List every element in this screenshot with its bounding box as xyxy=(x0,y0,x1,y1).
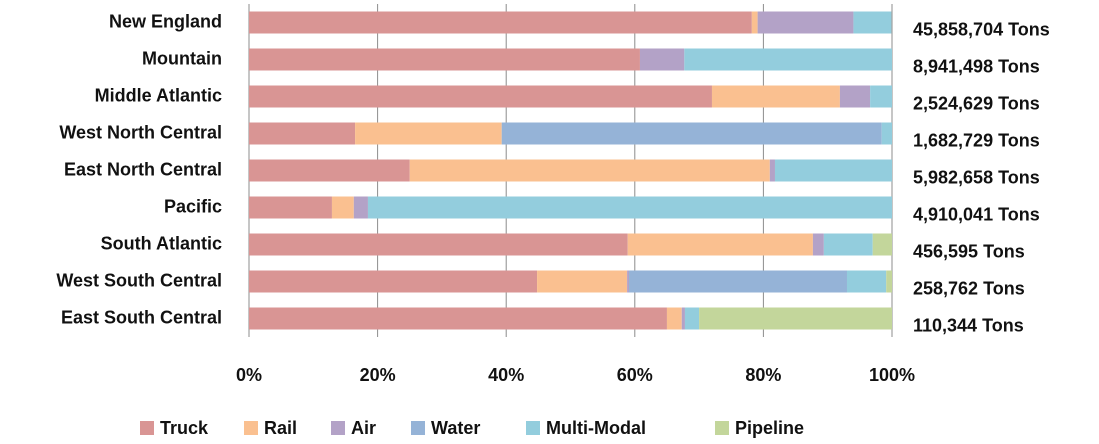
y-tick-label: Middle Atlantic xyxy=(95,85,222,105)
total-label: 4,910,041 Tons xyxy=(913,204,1040,224)
bar-segment xyxy=(627,270,630,293)
legend-swatch xyxy=(715,421,729,435)
y-tick-label: Mountain xyxy=(142,48,222,68)
bar-segment xyxy=(870,85,892,108)
bar-segment xyxy=(681,307,685,330)
bar-segment xyxy=(684,48,892,71)
bar-segment xyxy=(846,270,887,293)
bar-segment xyxy=(853,11,892,34)
legend-label: Air xyxy=(351,418,376,438)
bar-segment xyxy=(249,11,752,34)
y-tick-label: New England xyxy=(109,11,222,31)
bar-segment xyxy=(627,233,813,256)
x-tick-label: 80% xyxy=(745,365,781,385)
legend-swatch xyxy=(526,421,540,435)
legend-label: Pipeline xyxy=(735,418,804,438)
x-tick-label: 100% xyxy=(869,365,915,385)
bar-segment xyxy=(881,122,892,145)
x-tick-label: 40% xyxy=(488,365,524,385)
legend-swatch xyxy=(331,421,345,435)
bar-segment xyxy=(757,11,854,34)
y-tick-label: East North Central xyxy=(64,159,222,179)
legend-label: Truck xyxy=(160,418,209,438)
bar-segment xyxy=(666,307,682,330)
bar-segment xyxy=(774,159,892,182)
bar-segment xyxy=(684,307,700,330)
total-label: 45,858,704 Tons xyxy=(913,19,1050,39)
bar-segment xyxy=(839,85,871,108)
y-tick-label: West South Central xyxy=(56,270,222,290)
bar-segment xyxy=(872,233,892,256)
y-tick-label: South Atlantic xyxy=(101,233,222,253)
bar-segment xyxy=(249,307,667,330)
total-label: 8,941,498 Tons xyxy=(913,56,1040,76)
bar-segment xyxy=(355,122,502,145)
bar-segment xyxy=(823,233,873,256)
legend-label: Multi-Modal xyxy=(546,418,646,438)
bar-segment xyxy=(769,159,775,182)
bar-segment xyxy=(751,11,758,34)
bar-segment xyxy=(249,85,712,108)
legend-label: Water xyxy=(431,418,480,438)
legend-label: Rail xyxy=(264,418,297,438)
x-tick-label: 60% xyxy=(617,365,653,385)
bar-segment xyxy=(249,122,356,145)
bar-segment xyxy=(501,122,882,145)
bar-segment xyxy=(249,159,410,182)
legend-swatch xyxy=(244,421,258,435)
y-tick-label: Pacific xyxy=(164,196,222,216)
bar-segment xyxy=(409,159,770,182)
bar-segment xyxy=(812,233,824,256)
bar-segment xyxy=(249,48,640,71)
total-label: 258,762 Tons xyxy=(913,278,1025,298)
bar-segment xyxy=(249,233,628,256)
bar-segment xyxy=(367,196,893,219)
legend-swatch xyxy=(411,421,425,435)
y-tick-label: West North Central xyxy=(59,122,222,142)
legend-swatch xyxy=(140,421,154,435)
bar-segment xyxy=(249,270,538,293)
bar-segment xyxy=(249,196,332,219)
total-label: 1,682,729 Tons xyxy=(913,130,1040,150)
total-label: 456,595 Tons xyxy=(913,241,1025,261)
bar-segment xyxy=(639,48,685,71)
total-label: 5,982,658 Tons xyxy=(913,167,1040,187)
bar-segment xyxy=(629,270,847,293)
total-label: 110,344 Tons xyxy=(913,315,1024,335)
x-tick-label: 20% xyxy=(360,365,396,385)
bar-segment xyxy=(537,270,628,293)
bar-segment xyxy=(711,85,840,108)
bar-segment xyxy=(353,196,368,219)
bar-segment xyxy=(886,270,892,293)
total-label: 2,524,629 Tons xyxy=(913,93,1040,113)
bar-segment xyxy=(331,196,354,219)
y-tick-label: East South Central xyxy=(61,307,222,327)
x-tick-label: 0% xyxy=(236,365,262,385)
bar-segment xyxy=(699,307,892,330)
